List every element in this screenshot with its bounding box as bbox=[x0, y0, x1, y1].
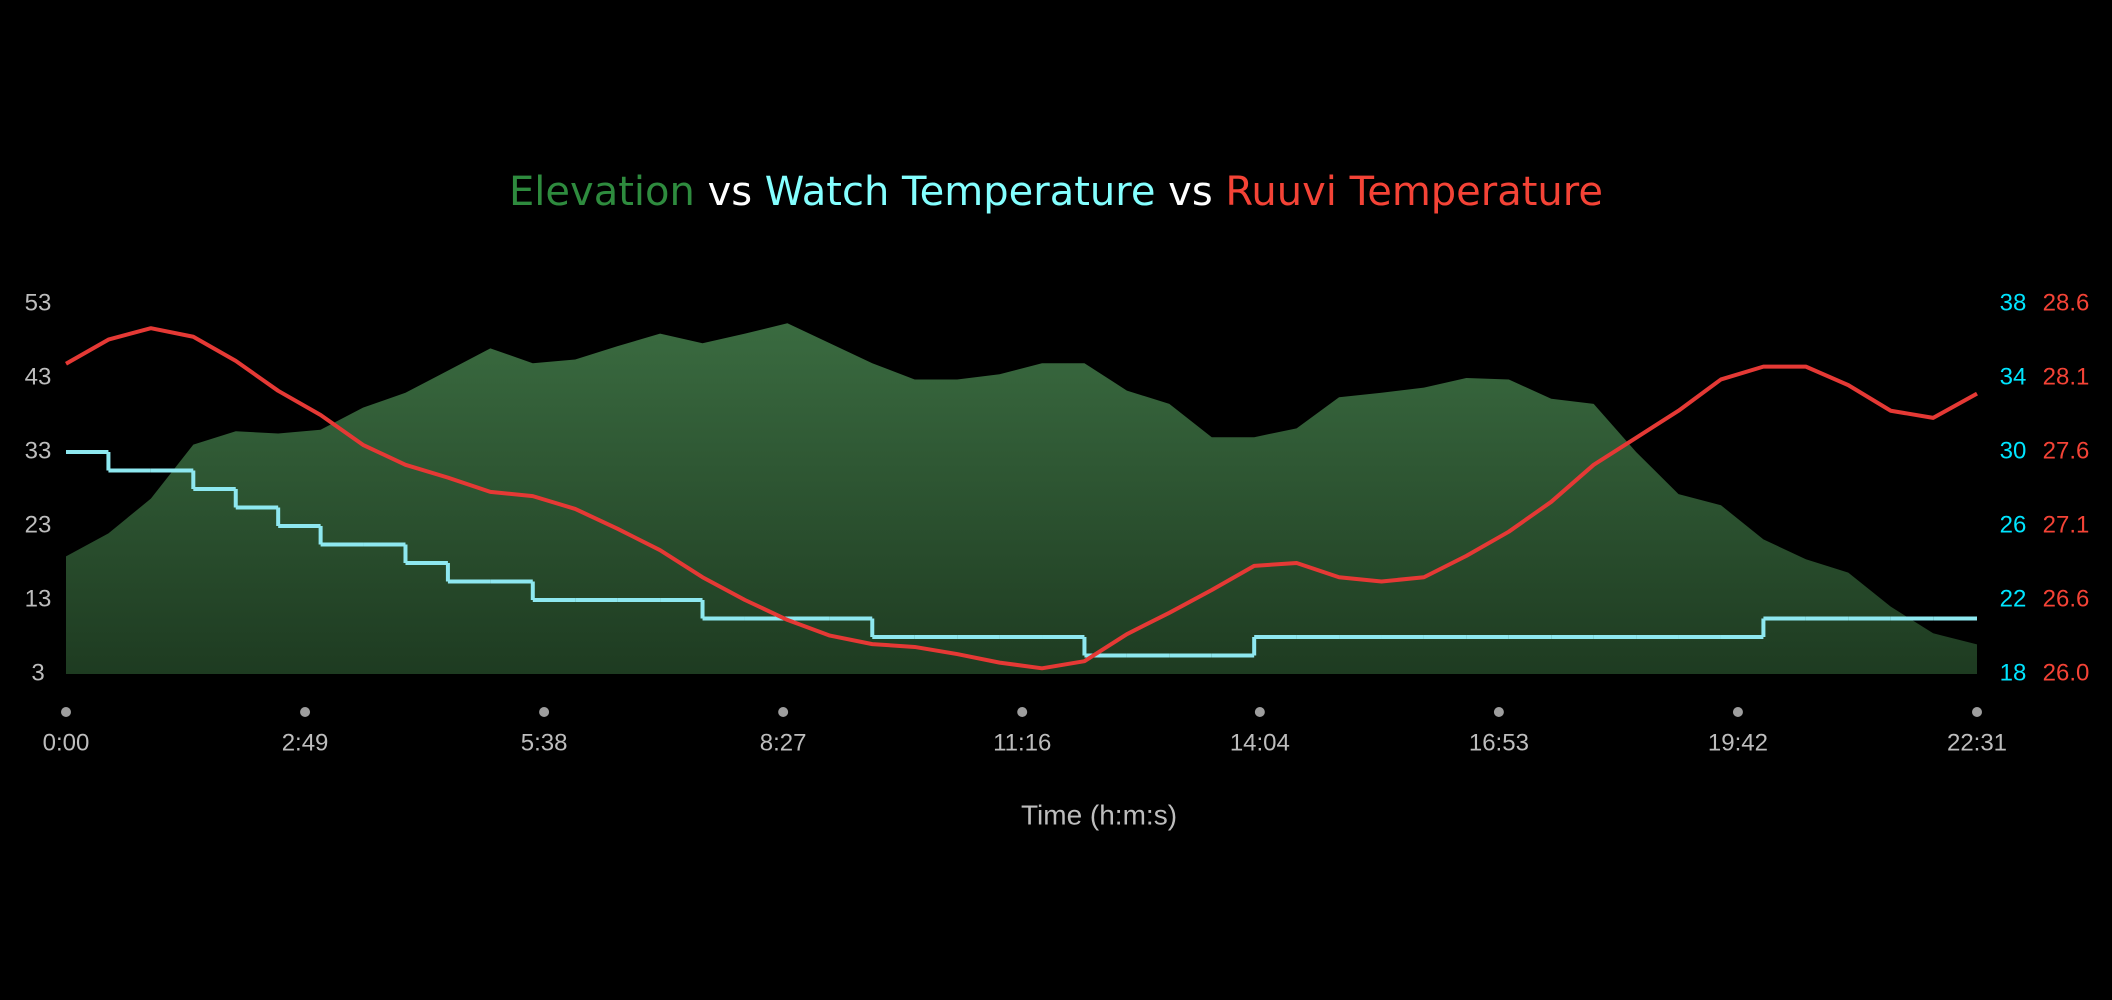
y-tick-label: 23 bbox=[25, 511, 52, 538]
y-tick-label: 13 bbox=[25, 585, 52, 612]
y2-tick-label: 18 bbox=[2000, 659, 2027, 686]
x-tick-dot bbox=[539, 707, 550, 717]
y-tick-label: 53 bbox=[25, 289, 52, 316]
title-part: vs bbox=[1168, 169, 1213, 215]
x-tick-dot bbox=[1017, 707, 1028, 717]
y3-tick-label: 28.1 bbox=[2043, 363, 2090, 390]
x-tick-label: 0:00 bbox=[43, 729, 90, 756]
y2-tick-label: 34 bbox=[2000, 363, 2027, 390]
y3-tick-label: 27.6 bbox=[2043, 437, 2090, 464]
title-part: vs bbox=[708, 169, 753, 215]
title-part: Elevation bbox=[509, 169, 695, 215]
y2-tick-label: 38 bbox=[2000, 289, 2027, 316]
x-tick-dot bbox=[1732, 707, 1743, 717]
y3-tick-label: 27.1 bbox=[2043, 511, 2090, 538]
x-tick-dot bbox=[1254, 707, 1265, 717]
y3-tick-label: 26.0 bbox=[2043, 659, 2090, 686]
x-tick-label: 2:49 bbox=[282, 729, 329, 756]
x-tick-dot bbox=[1972, 707, 1982, 717]
x-tick-label: 14:04 bbox=[1230, 729, 1290, 756]
x-tick-label: 16:53 bbox=[1469, 729, 1529, 756]
ruuvi-temp-line bbox=[65, 326, 1978, 671]
x-tick-label: 11:16 bbox=[993, 729, 1051, 756]
title-part: Watch Temperature bbox=[765, 169, 1156, 215]
title-part: Ruuvi Temperature bbox=[1225, 169, 1603, 215]
y2-tick-label: 26 bbox=[2000, 511, 2027, 538]
y-tick-label: 3 bbox=[31, 659, 44, 686]
y3-tick-label: 26.6 bbox=[2043, 585, 2090, 612]
y-tick-label: 43 bbox=[25, 363, 52, 390]
y-tick-label: 33 bbox=[25, 437, 52, 464]
x-tick-dot bbox=[61, 707, 71, 717]
chart-title: Elevation vs Watch Temperature vs Ruuvi … bbox=[509, 169, 1603, 215]
elevation-area bbox=[66, 323, 1977, 674]
x-tick-label: 19:42 bbox=[1708, 729, 1768, 756]
x-axis-title: Time (h:m:s) bbox=[1021, 799, 1177, 830]
x-tick-label: 5:38 bbox=[521, 729, 568, 756]
x-tick-dot bbox=[300, 707, 311, 717]
y3-tick-label: 28.6 bbox=[2043, 289, 2090, 316]
x-tick-label: 22:31 bbox=[1947, 729, 2007, 756]
y2-tick-label: 22 bbox=[2000, 585, 2027, 612]
x-tick-dot bbox=[778, 707, 789, 717]
x-tick-label: 8:27 bbox=[760, 729, 807, 756]
x-tick-dot bbox=[1493, 707, 1504, 717]
y2-tick-label: 30 bbox=[2000, 437, 2027, 464]
